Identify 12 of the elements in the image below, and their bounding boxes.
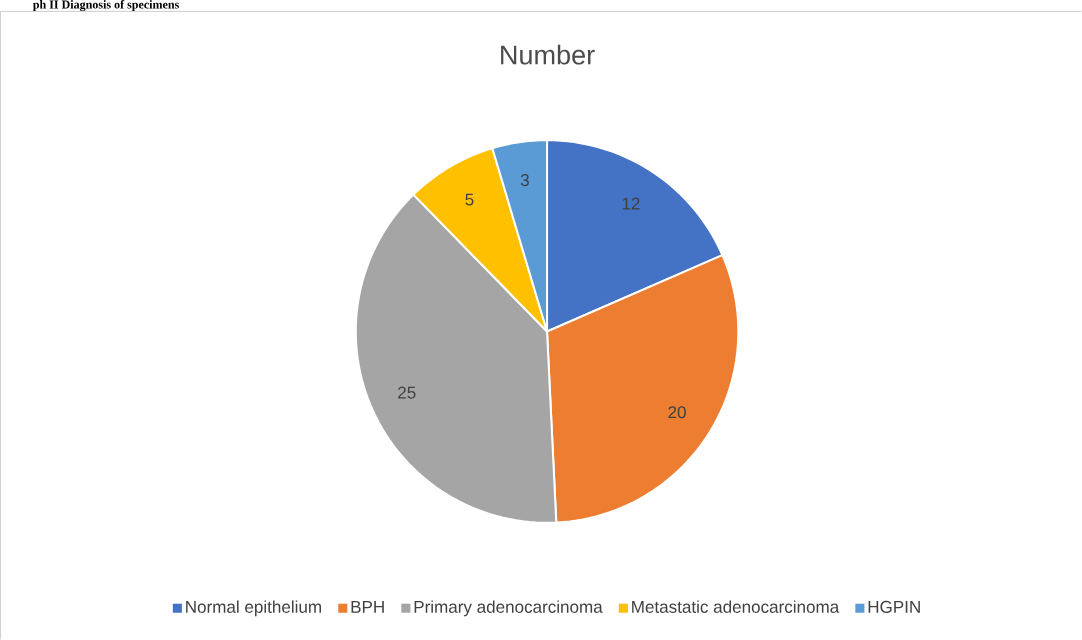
data-label: 20 [668,406,686,419]
legend-label: Primary adenocarcinoma [414,600,603,617]
data-label: 3 [520,174,529,187]
chart-title: Number [501,44,595,65]
legend-label: BPH [351,601,384,613]
legend-label: Normal epithelium [186,600,321,617]
data-label: 25 [398,386,416,399]
legend-label: HGPIN [868,600,920,613]
text: ph II Diagnosis of specimens [32,0,179,12]
data-label: 5 [465,193,474,206]
legend-label: Metastatic adenocarcinoma [632,600,840,613]
data-label: 12 [622,197,640,210]
